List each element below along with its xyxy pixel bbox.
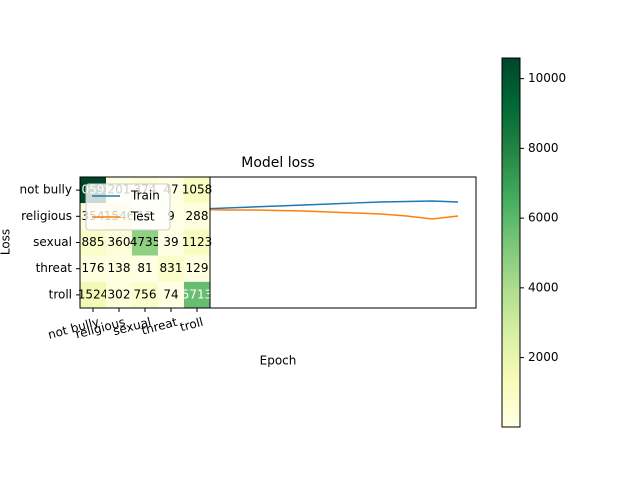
colorbar-tick-label: 2000 <box>528 350 559 364</box>
y-tick-label: not bully <box>20 183 72 197</box>
cell-label: 129 <box>186 261 209 275</box>
heatmap-cell <box>132 229 158 256</box>
colorbar-tick-label: 4000 <box>528 280 559 294</box>
y-tick-label: religious <box>21 209 72 223</box>
heatmap-cell <box>106 229 132 256</box>
cell-label: 360 <box>108 235 131 249</box>
cell-label: 831 <box>160 261 183 275</box>
cell-label: 288 <box>186 209 209 223</box>
x-axis-label: Epoch <box>260 354 297 368</box>
heatmap-cell <box>184 255 210 282</box>
cell-label: 302 <box>108 287 131 301</box>
chart-title: Model loss <box>241 155 315 171</box>
heatmap-cell <box>158 281 184 308</box>
legend: Train Test <box>85 183 171 231</box>
heatmap-cell <box>158 229 184 256</box>
y-axis-label: Loss <box>0 229 13 255</box>
legend-label: Train <box>130 189 160 203</box>
y-tick-label: threat <box>36 261 73 275</box>
colorbar-tick-label: 6000 <box>528 211 559 225</box>
heatmap-cell <box>158 255 184 282</box>
colorbar-tick-label: 8000 <box>528 141 559 155</box>
heatmap-cell <box>132 281 158 308</box>
cell-label: 176 <box>82 261 105 275</box>
cell-label: 885 <box>82 235 105 249</box>
heatmap-cell <box>132 255 158 282</box>
cell-label: 1058 <box>182 183 213 197</box>
heatmap-cell <box>184 229 210 256</box>
heatmap-cell <box>184 281 210 308</box>
heatmap-cell <box>184 177 210 204</box>
colorbar <box>501 57 521 428</box>
legend-label: Test <box>130 210 155 224</box>
heatmap-cell <box>80 229 106 256</box>
cell-label: 74 <box>163 287 178 301</box>
heatmap-cell <box>184 203 210 230</box>
cell-label: 138 <box>108 261 131 275</box>
x-tick-label: troll <box>178 315 204 335</box>
y-tick-label: sexual <box>33 235 72 249</box>
y-tick-label: troll <box>49 287 72 301</box>
colorbar-tick-label: 10000 <box>528 71 566 85</box>
heatmap-cell <box>106 255 132 282</box>
cell-label: 756 <box>134 287 157 301</box>
cell-label: 5713 <box>182 287 213 301</box>
cell-label: 1123 <box>182 235 213 249</box>
heatmap-cell <box>80 281 106 308</box>
cell-label: 9 <box>167 209 175 223</box>
cell-label: 81 <box>137 261 152 275</box>
cell-label: 39 <box>163 235 178 249</box>
heatmap-cell <box>80 255 106 282</box>
heatmap-cell <box>106 281 132 308</box>
cell-label: 4735 <box>130 235 161 249</box>
cell-label: 1524 <box>78 287 109 301</box>
